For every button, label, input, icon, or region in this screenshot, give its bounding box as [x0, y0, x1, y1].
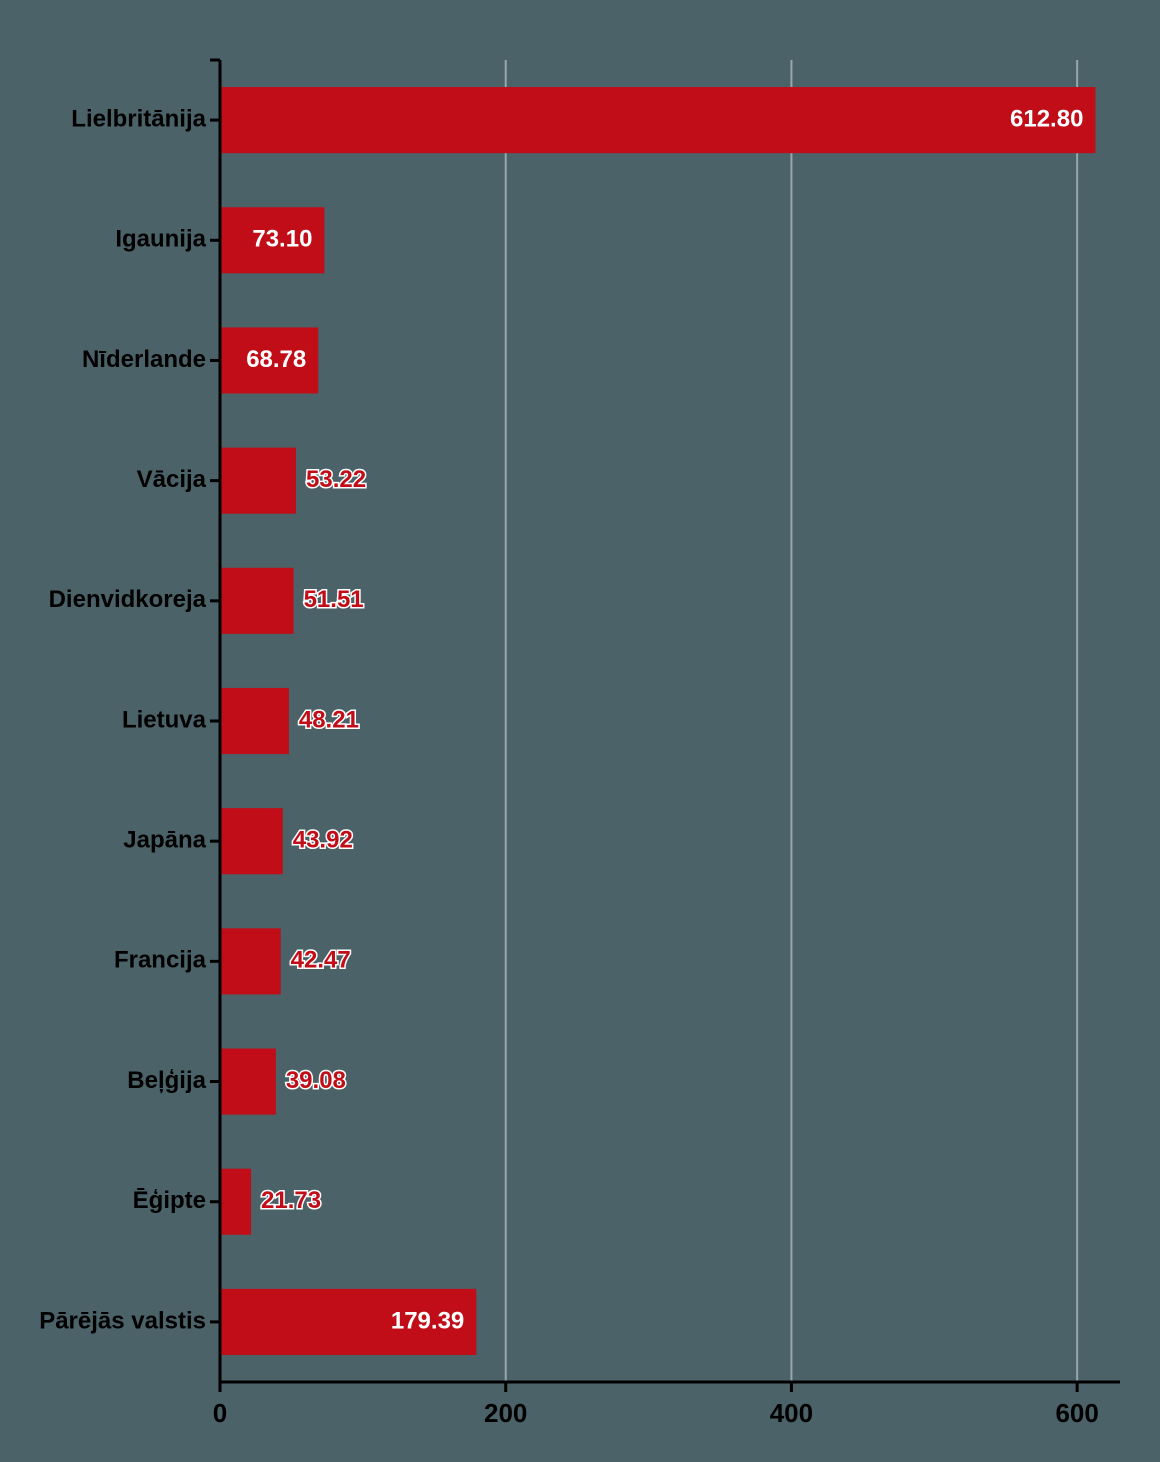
bar	[220, 1169, 251, 1235]
horizontal-bar-chart: Lielbritānija 612.80 Igaunija 73.10 Nīderlan…	[0, 0, 1160, 1462]
category-label: Francija	[114, 947, 207, 974]
category-label: Pārējās valstis	[39, 1307, 206, 1334]
x-tick-label: 200	[484, 1398, 527, 1428]
value-label: 43.92	[293, 827, 353, 854]
bar	[220, 87, 1095, 153]
category-label: Lielbritānija	[71, 105, 206, 132]
x-tick-label: 600	[1055, 1398, 1098, 1428]
bar	[220, 1048, 276, 1114]
value-label: 21.73	[261, 1187, 321, 1214]
value-label: 42.47	[291, 947, 351, 974]
value-label: 51.51	[304, 586, 364, 613]
bar	[220, 928, 281, 994]
category-label: Nīderlande	[82, 346, 206, 373]
value-label: 68.78	[246, 346, 306, 373]
category-label: Vācija	[137, 466, 207, 493]
value-label: 179.39	[391, 1307, 464, 1334]
category-label: Ēģipte	[133, 1187, 206, 1214]
x-tick-label: 0	[213, 1398, 227, 1428]
value-label: 612.80	[1010, 105, 1083, 132]
bar	[220, 808, 283, 874]
x-tick-label: 400	[770, 1398, 813, 1428]
category-label: Japāna	[123, 827, 206, 854]
value-label: 53.22	[306, 466, 366, 493]
category-label: Igaunija	[115, 226, 206, 253]
bar	[220, 688, 289, 754]
category-label: Beļģija	[127, 1067, 206, 1094]
value-label: 73.10	[252, 226, 312, 253]
category-label: Lietuva	[122, 706, 207, 733]
bar	[220, 568, 294, 634]
value-label: 39.08	[286, 1067, 346, 1094]
bar	[220, 448, 296, 514]
category-label: Dienvidkoreja	[49, 586, 207, 613]
value-label: 48.21	[299, 706, 359, 733]
